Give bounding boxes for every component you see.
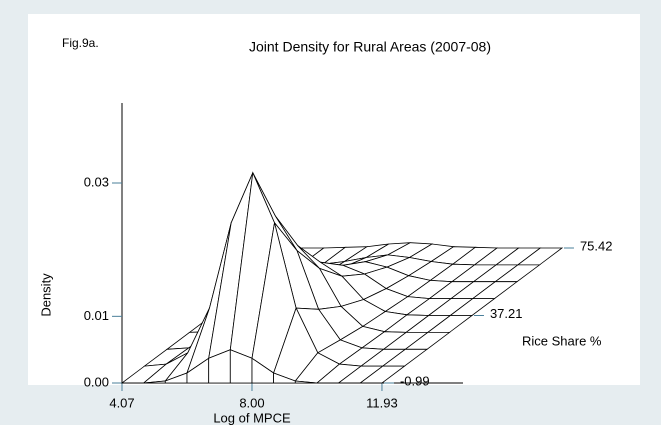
y-tick-label: 0.00 xyxy=(84,374,109,389)
depth-tick-label: 75.42 xyxy=(580,238,613,253)
depth-tick-label: 37.21 xyxy=(490,306,523,321)
x-tick-label: 11.93 xyxy=(366,395,398,410)
depth-axis-label: Rice Share % xyxy=(522,333,602,348)
y-tick-label: 0.01 xyxy=(84,308,109,323)
y-axis-label: Density xyxy=(38,273,53,317)
surface-front xyxy=(294,380,318,384)
x-tick-label: 4.07 xyxy=(109,395,134,410)
x-axis-label: Log of MPCE xyxy=(213,410,291,425)
chart-title: Joint Density for Rural Areas (2007-08) xyxy=(249,39,491,55)
depth-tick-label: -0.99 xyxy=(400,373,430,388)
x-tick-label: 8.00 xyxy=(239,395,264,410)
y-tick-label: 0.03 xyxy=(84,174,109,189)
figure-label: Fig.9a. xyxy=(62,36,99,50)
